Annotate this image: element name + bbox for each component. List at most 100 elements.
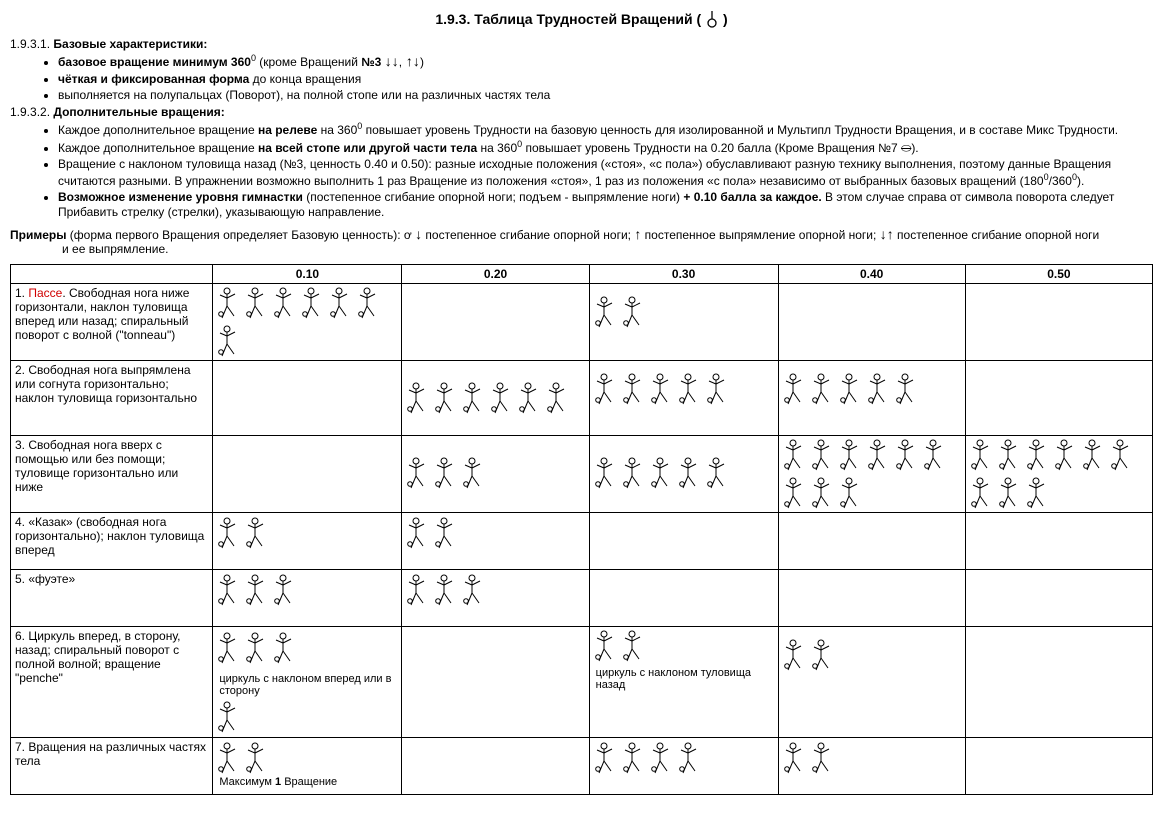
- figure-icon: [1082, 438, 1106, 472]
- figure-icon: [678, 456, 702, 490]
- cell-caption: циркуль с наклоном туловища назад: [596, 667, 774, 691]
- table-row: 6. Циркуль вперед, в сторону, назад; спи…: [11, 626, 1153, 737]
- row-desc: 4. «Казак» (свободная нога горизонтально…: [11, 512, 213, 569]
- figure-icon: [895, 438, 919, 472]
- figure-icon: [217, 741, 241, 775]
- figure-icon: [839, 476, 863, 510]
- table-cell: [778, 569, 965, 626]
- table-row: 1. Пассе. Свободная нога ниже горизонтал…: [11, 283, 1153, 360]
- table-cell: [589, 360, 778, 435]
- title-paren-close: ): [723, 11, 728, 27]
- figure-icon: [998, 476, 1022, 510]
- figure-icon: [594, 295, 618, 329]
- s2-bullet-1: Каждое дополнительное вращение на релеве…: [58, 121, 1153, 138]
- figure-icon: [245, 631, 269, 665]
- figure-icon: [1026, 476, 1050, 510]
- table-cell: [213, 283, 402, 360]
- table-cell: [778, 737, 965, 794]
- figure-icon: [245, 516, 269, 550]
- figure-icon: [622, 295, 646, 329]
- row-desc: 7. Вращения на различных частях тела: [11, 737, 213, 794]
- figure-icon: [594, 372, 618, 406]
- figure-icon: [245, 286, 269, 320]
- figure-icon: [811, 476, 835, 510]
- example-icon-1: ơ: [404, 228, 415, 242]
- figure-icon: [783, 372, 807, 406]
- cell-caption: циркуль с наклоном вперед или в сторону: [219, 673, 397, 697]
- table-cell: [213, 569, 402, 626]
- figure-icon: [783, 741, 807, 775]
- up-arrow-icon: ↑↓: [402, 53, 420, 69]
- figure-icon: [839, 438, 863, 472]
- table-cell: [778, 360, 965, 435]
- table-row: 7. Вращения на различных частях телаМакс…: [11, 737, 1153, 794]
- figure-icon: [301, 286, 325, 320]
- table-cell: [778, 283, 965, 360]
- figure-icon: [462, 573, 486, 607]
- table-cell: [213, 512, 402, 569]
- figure-icon: [867, 372, 891, 406]
- table-cell: [213, 435, 402, 512]
- figure-icon: [998, 438, 1022, 472]
- th-2: 0.30: [589, 264, 778, 283]
- down-arrow-icon: ↓↓: [385, 53, 399, 69]
- figure-icon: [546, 381, 570, 415]
- table-cell: [402, 626, 589, 737]
- figure-icon: [650, 456, 674, 490]
- figure-icon: [895, 372, 919, 406]
- figure-icon: [217, 324, 241, 358]
- table-cell: [965, 435, 1152, 512]
- th-0: 0.10: [213, 264, 402, 283]
- figure-icon: [783, 638, 807, 672]
- figure-icon: [490, 381, 514, 415]
- difficulty-table: 0.10 0.20 0.30 0.40 0.50 1. Пассе. Свобо…: [10, 264, 1153, 795]
- figure-icon: [622, 372, 646, 406]
- figure-icon: [217, 573, 241, 607]
- figure-icon: [594, 741, 618, 775]
- table-cell: [402, 283, 589, 360]
- th-4: 0.50: [965, 264, 1152, 283]
- table-cell: циркуль с наклоном туловища назад: [589, 626, 778, 737]
- table-cell: [965, 737, 1152, 794]
- row-desc: 6. Циркуль вперед, в сторону, назад; спи…: [11, 626, 213, 737]
- figure-icon: [217, 286, 241, 320]
- table-cell: [589, 569, 778, 626]
- table-cell: [965, 569, 1152, 626]
- figure-icon: [406, 516, 430, 550]
- figure-icon: [406, 456, 430, 490]
- table-row: 4. «Казак» (свободная нога горизонтально…: [11, 512, 1153, 569]
- strike-icon: ⬭: [901, 141, 911, 155]
- figure-icon: [622, 741, 646, 775]
- table-row: 2. Свободная нога выпрямлена или согнута…: [11, 360, 1153, 435]
- figure-icon: [970, 476, 994, 510]
- table-cell: [778, 512, 965, 569]
- s2-bullet-4: Возможное изменение уровня гимнастки (по…: [58, 190, 1153, 220]
- figure-icon: [217, 631, 241, 665]
- figure-icon: [462, 456, 486, 490]
- figure-icon: [650, 741, 674, 775]
- figure-icon: [1110, 438, 1134, 472]
- table-cell: [402, 737, 589, 794]
- s1-bullet-2: чёткая и фиксированная форма до конца вр…: [58, 72, 1153, 87]
- table-cell: [965, 512, 1152, 569]
- s1-bullet-3: выполняется на полупальцах (Поворот), на…: [58, 88, 1153, 103]
- table-cell: циркуль с наклоном вперед или в сторону: [213, 626, 402, 737]
- row-desc: 3. Свободная нога вверх с помощью или бе…: [11, 435, 213, 512]
- th-blank: [11, 264, 213, 283]
- figure-icon: [462, 381, 486, 415]
- figure-icon: [811, 638, 835, 672]
- figure-icon: [706, 456, 730, 490]
- figure-icon: [329, 286, 353, 320]
- section-1-header: 1.9.3.1. Базовые характеристики:: [10, 37, 1153, 51]
- figure-icon: [357, 286, 381, 320]
- section-1-list: базовое вращение минимум 3600 (кроме Вра…: [10, 53, 1153, 103]
- figure-icon: [594, 629, 618, 663]
- title-prefix: 1.9.3.: [435, 11, 474, 27]
- figure-icon: [245, 573, 269, 607]
- table-cell: [589, 435, 778, 512]
- figure-icon: [273, 286, 297, 320]
- figure-icon: [217, 516, 241, 550]
- s2-bullet-2: Каждое дополнительное вращение на всей с…: [58, 139, 1153, 156]
- figure-icon: [650, 372, 674, 406]
- down-up-arrow-icon: ↓↑: [880, 226, 894, 242]
